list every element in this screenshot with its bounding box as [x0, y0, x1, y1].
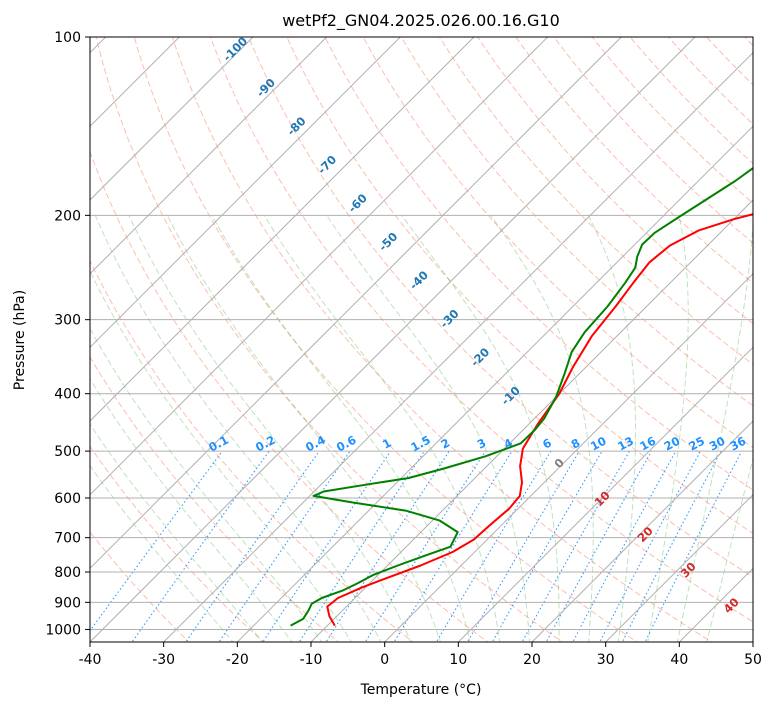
y-tick-label: 200	[54, 208, 81, 224]
mixing-ratio-line	[218, 450, 351, 642]
isotherm-line	[90, 37, 623, 570]
mixing-ratio-line	[298, 450, 425, 642]
mixing-ratio-line	[435, 450, 552, 642]
moist-adiabat-line	[706, 457, 753, 642]
isotherm-line	[90, 37, 402, 349]
plot-frame	[89, 36, 754, 643]
mixing-ratio-label: 30	[707, 434, 728, 454]
mixing-ratio-line	[644, 450, 743, 642]
x-tick-label: -30	[152, 652, 175, 668]
isotherm-line	[90, 37, 328, 275]
x-tick-label: -40	[79, 652, 102, 668]
y-tick-label: 500	[54, 444, 81, 460]
background-lines	[90, 37, 753, 642]
moist-adiabat-line	[676, 215, 753, 642]
dewpoint-line	[290, 166, 753, 627]
moist-adiabat-line	[401, 215, 560, 642]
moist-adiabat-line	[94, 215, 382, 642]
mixing-ratio-line	[185, 450, 320, 642]
isotherm-line	[457, 346, 753, 642]
isotherm-line	[604, 493, 753, 642]
dry-adiabat-line	[286, 37, 753, 534]
mixing-ratio-label: 10	[588, 434, 609, 454]
sounding-series	[290, 166, 753, 627]
y-tick-label: 800	[54, 565, 81, 581]
y-tick-label: 100	[54, 30, 81, 46]
temperature-line	[326, 213, 753, 627]
x-tick-label: 20	[523, 652, 541, 668]
mixing-ratio-line	[491, 450, 603, 642]
mixing-ratio-label: 16	[637, 434, 658, 454]
isotherm-line	[90, 37, 254, 201]
dry-adiabat-line	[90, 259, 414, 642]
x-tick-label: 0	[380, 652, 389, 668]
grid-lines	[90, 37, 753, 642]
mixing-ratio-line	[466, 450, 580, 642]
isotherm-line	[90, 37, 475, 422]
moist-adiabat-line	[166, 215, 441, 642]
dry-adiabat-line	[362, 37, 753, 449]
mixing-ratio-label: 36	[728, 434, 749, 454]
moist-adiabat-line	[326, 215, 530, 642]
y-tick-label: 700	[54, 531, 81, 547]
x-tick-label: -10	[300, 652, 323, 668]
dry-adiabat-line	[90, 150, 489, 642]
isotherm-line	[383, 272, 753, 642]
moist-adiabat-line	[587, 215, 636, 642]
isotherm-line	[531, 420, 753, 642]
mixing-ratio-line	[621, 450, 722, 642]
moist-adiabat-line	[90, 464, 234, 642]
y-tick-label: 1000	[45, 622, 81, 638]
isotherm-line	[90, 37, 696, 642]
moist-adiabat-line	[90, 378, 293, 642]
chart-title: wetPf2_GN04.2025.026.00.16.G10	[282, 11, 560, 31]
y-axis-label: Pressure (hPa)	[12, 290, 28, 390]
x-tick-label: 30	[597, 652, 615, 668]
x-tick-label: -20	[226, 652, 249, 668]
x-tick-label: 40	[670, 652, 688, 668]
y-tick-label: 300	[54, 313, 81, 329]
dry-adiabat-line	[324, 37, 753, 491]
x-axis-label: Temperature (°C)	[360, 682, 482, 698]
isotherm-line	[162, 51, 753, 642]
moist-adiabat-line	[90, 423, 264, 642]
mixing-ratio-line	[572, 450, 677, 642]
moist-adiabat-line	[490, 215, 594, 642]
moist-adiabat-line	[128, 215, 412, 642]
y-tick-label: 900	[54, 595, 81, 611]
isotherm-line	[310, 199, 753, 642]
dry-adiabat-line	[90, 445, 265, 642]
moist-adiabat-line	[90, 270, 352, 642]
mixing-ratio-label: 25	[686, 434, 707, 454]
x-tick-label: 10	[449, 652, 467, 668]
dry-adiabat-line	[438, 37, 753, 366]
mixing-ratio-label: 13	[615, 434, 636, 454]
dry-adiabat-line	[95, 37, 564, 642]
isotherm-line	[90, 37, 181, 128]
moist-adiabat-line	[90, 327, 323, 642]
dry-adiabat-line	[591, 37, 753, 204]
moist-adiabat-line	[647, 215, 689, 642]
mixing-ratio-line	[521, 450, 630, 642]
mixing-ratio-label: 20	[662, 434, 683, 454]
x-tick-label: 50	[744, 652, 762, 668]
isotherm-line	[90, 37, 549, 496]
dry-adiabat-line	[209, 37, 753, 623]
dry-adiabat-line	[133, 37, 638, 642]
y-tick-label: 600	[54, 491, 81, 507]
moist-adiabat-line	[211, 215, 471, 642]
mixing-ratio-line	[599, 450, 701, 642]
axes: -40 -30 -20 -10 0 10 20 30 40 50 100 200 300 400 500 60…	[45, 30, 762, 668]
dry-adiabat-line	[90, 531, 190, 642]
dry-adiabat-line	[629, 37, 753, 165]
mixing-ratio-line	[393, 450, 513, 642]
dry-adiabat-line	[171, 37, 713, 642]
y-tick-label: 400	[54, 387, 81, 403]
isotherm-line	[236, 125, 753, 642]
